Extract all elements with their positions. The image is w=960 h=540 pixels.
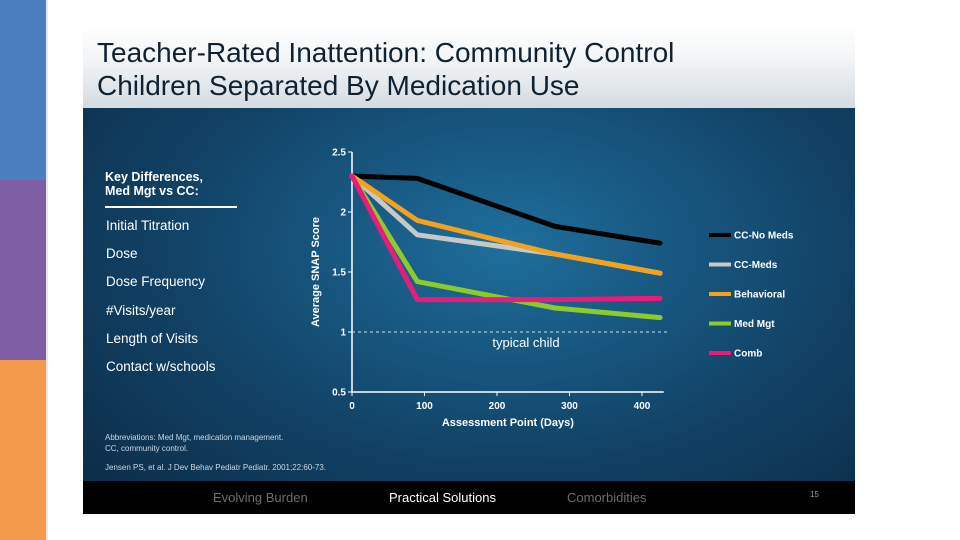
key-differences-heading-line: Key Differences, (105, 170, 203, 184)
abbreviation-line: Abbreviations: Med Mgt, medication manag… (105, 433, 284, 442)
series-line-med-mgt (349, 173, 663, 321)
x-tick-label: 0 (349, 401, 355, 412)
snap-line-chart: 0.5 1 1.5 2 2.5 0 100 200 300 400 Assessment Point… (310, 148, 794, 430)
x-tick-label: 200 (489, 401, 506, 412)
series-line-comb (349, 173, 663, 303)
footer-nav: Evolving Burden Practical Solutions Como… (83, 481, 855, 514)
footer-item-practical-solutions[interactable]: Practical Solutions (389, 490, 496, 505)
y-axis-label: Average SNAP Score (310, 217, 322, 327)
slide-title: Teacher-Rated Inattention: Community Con… (97, 36, 837, 102)
series-line-cc-no-meds (349, 173, 663, 246)
citation: Jensen PS, et al. J Dev Behav Pediatr Pe… (105, 463, 327, 472)
legend-label: Med Mgt (734, 319, 775, 330)
legend-label: CC-No Meds (734, 231, 794, 242)
footer-item-evolving-burden[interactable]: Evolving Burden (213, 490, 308, 505)
x-axis-label: Assessment Point (Days) (442, 417, 574, 429)
x-tick-label: 400 (634, 401, 651, 412)
side-stripe-purple (0, 180, 46, 360)
key-differences-heading: Key Differences, Med Mgt vs CC: (105, 170, 245, 198)
abbreviations-note: Abbreviations: Med Mgt, medication manag… (105, 433, 405, 454)
series-line-behavioral (349, 173, 663, 276)
side-stripe-edge (46, 0, 48, 540)
key-difference-item: Initial Titration (106, 218, 190, 233)
key-differences-heading-line: Med Mgt vs CC: (105, 184, 199, 198)
y-tick-label: 2 (340, 208, 346, 219)
y-tick-label: 0.5 (332, 388, 346, 399)
x-tick-label: 300 (561, 401, 578, 412)
side-stripe-orange (0, 360, 46, 540)
footer-item-comorbidities[interactable]: Comorbidities (567, 490, 647, 505)
legend-label: Comb (734, 349, 762, 360)
key-difference-item: #Visits/year (106, 302, 176, 318)
slide-title-line: Children Separated By Medication Use (97, 70, 580, 101)
side-stripe-blue (0, 0, 46, 180)
key-difference-item: Length of Visits (106, 330, 199, 346)
key-differences-list: Initial Titration Dose Dose Frequency #V… (106, 218, 216, 387)
title-band: Teacher-Rated Inattention: Community Con… (83, 26, 855, 108)
key-difference-item: Dose (106, 246, 138, 262)
typical-child-label: typical child (492, 335, 559, 350)
abbreviation-line: CC, community control. (105, 443, 189, 453)
x-tick-label: 100 (416, 401, 433, 412)
legend-label: CC-Meds (734, 260, 778, 271)
key-difference-item: Contact w/schools (106, 358, 216, 374)
slide-number: 15 (810, 490, 819, 499)
y-tick-label: 1.5 (332, 268, 346, 279)
y-tick-label: 1 (340, 328, 346, 339)
slide-image: Teacher-Rated Inattention: Community Con… (83, 26, 855, 514)
y-tick-label: 2.5 (332, 148, 346, 159)
legend-label: Behavioral (734, 290, 785, 301)
key-differences-underline (105, 206, 237, 208)
slide-title-line: Teacher-Rated Inattention: Community Con… (97, 37, 675, 68)
key-difference-item: Dose Frequency (106, 274, 206, 290)
